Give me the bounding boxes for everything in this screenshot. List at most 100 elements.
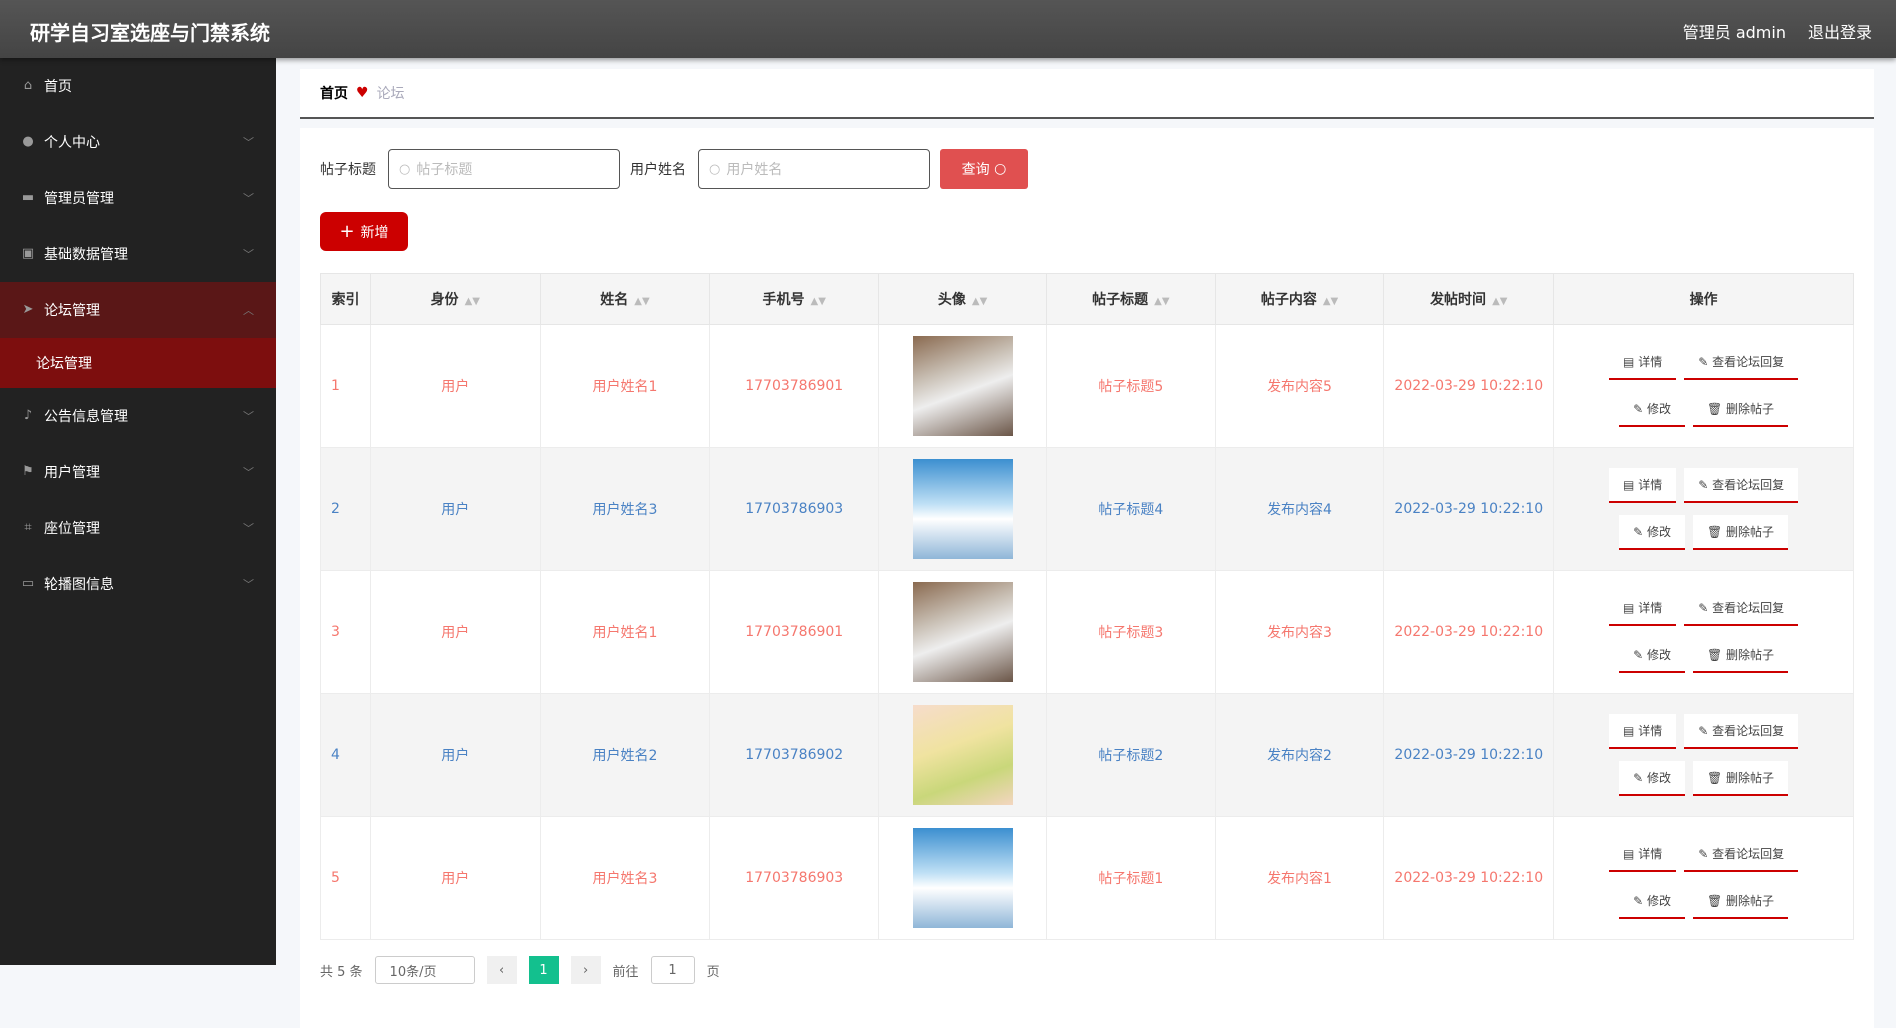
cell-avatar bbox=[878, 693, 1047, 817]
cell-title: 帖子标题1 bbox=[1046, 816, 1216, 940]
sidebar-item-4[interactable]: ➤ 论坛管理 ︿ bbox=[0, 282, 276, 338]
cell-index: 3 bbox=[320, 570, 371, 694]
column-header[interactable]: 姓名 ▲▼ bbox=[539, 273, 711, 325]
page-size-select[interactable]: 10条/页 bbox=[374, 956, 475, 984]
action-label: 详情 bbox=[1638, 724, 1663, 738]
action-label: 修改 bbox=[1646, 771, 1671, 785]
column-header[interactable]: 帖子标题 ▲▼ bbox=[1046, 273, 1216, 325]
content-panel: 帖子标题 ○ 帖子标题 用户姓名 ○ 用户姓名 查询 ○ + 新增 索引 身份 ▲▼ 姓名 ▲… bbox=[300, 128, 1874, 1028]
cell-index: 5 bbox=[320, 816, 371, 940]
send-icon: ➤ bbox=[22, 302, 34, 317]
column-header[interactable]: 发帖时间 ▲▼ bbox=[1383, 273, 1555, 325]
chevron-down-icon: ﹀ bbox=[243, 192, 254, 205]
flag-icon: ⚑ bbox=[22, 464, 34, 479]
document-icon: ▤ bbox=[1623, 724, 1635, 738]
sort-icon[interactable]: ▲▼ bbox=[810, 296, 826, 307]
sidebar-item-6[interactable]: ⚑ 用户管理 ﹀ bbox=[0, 444, 276, 500]
sort-icon[interactable]: ▲▼ bbox=[1322, 296, 1339, 307]
action-label: 修改 bbox=[1646, 894, 1671, 908]
sidebar-item-label: 用户管理 bbox=[44, 465, 100, 481]
action-label: 查看论坛回复 bbox=[1712, 601, 1785, 615]
chevron-down-icon: ﹀ bbox=[243, 410, 254, 423]
logout-button[interactable]: 退出登录 bbox=[1807, 23, 1872, 42]
column-label: 头像 bbox=[937, 292, 966, 308]
edit-button[interactable]: ✎ 修改 bbox=[1619, 515, 1685, 550]
delete-button[interactable]: 🗑 删除帖子 bbox=[1692, 884, 1789, 919]
breadcrumb-current: 论坛 bbox=[376, 86, 405, 102]
cell-index: 4 bbox=[320, 693, 371, 817]
cell-role: 用户 bbox=[369, 693, 541, 817]
page-1-button[interactable]: 1 bbox=[528, 956, 559, 984]
sort-icon[interactable]: ▲▼ bbox=[971, 296, 988, 307]
name-search-input[interactable]: ○ 用户姓名 bbox=[698, 149, 930, 189]
sidebar-item-label: 基础数据管理 bbox=[44, 247, 128, 263]
title-search-input[interactable]: ○ 帖子标题 bbox=[388, 149, 620, 189]
view-replies-button[interactable]: ✎ 查看论坛回复 bbox=[1684, 714, 1799, 749]
chevron-down-icon: ﹀ bbox=[243, 248, 254, 261]
goto-label: 前往 bbox=[612, 964, 639, 980]
action-label: 修改 bbox=[1646, 402, 1671, 416]
edit-button[interactable]: ✎ 修改 bbox=[1619, 638, 1685, 673]
edit-icon: ✎ bbox=[1698, 724, 1709, 738]
sort-icon[interactable]: ▲▼ bbox=[1154, 296, 1170, 307]
detail-button[interactable]: ▤ 详情 bbox=[1609, 837, 1677, 872]
delete-button[interactable]: 🗑 删除帖子 bbox=[1692, 638, 1789, 673]
breadcrumb: 首页 ♥ 论坛 bbox=[300, 69, 1874, 119]
delete-button[interactable]: 🗑 删除帖子 bbox=[1692, 761, 1789, 796]
action-label: 查看论坛回复 bbox=[1712, 355, 1785, 369]
sidebar-item-2[interactable]: ▬ 管理员管理 ﹀ bbox=[0, 170, 276, 226]
view-replies-button[interactable]: ✎ 查看论坛回复 bbox=[1684, 837, 1799, 872]
delete-button[interactable]: 🗑 删除帖子 bbox=[1692, 515, 1789, 550]
action-label: 查看论坛回复 bbox=[1712, 847, 1785, 861]
edit-button[interactable]: ✎ 修改 bbox=[1619, 761, 1685, 796]
column-header[interactable]: 帖子内容 ▲▼ bbox=[1214, 273, 1385, 325]
sidebar-item-1[interactable]: ● 个人中心 ﹀ bbox=[0, 114, 276, 170]
delete-button[interactable]: 🗑 删除帖子 bbox=[1692, 392, 1789, 427]
sort-icon[interactable]: ▲▼ bbox=[1492, 296, 1508, 307]
goto-page-input[interactable]: 1 bbox=[650, 956, 695, 984]
trash-icon: 🗑 bbox=[1706, 402, 1723, 416]
next-page-button[interactable]: › bbox=[570, 956, 601, 984]
sort-icon[interactable]: ▲▼ bbox=[634, 296, 650, 307]
submenu-forum[interactable]: 论坛管理 bbox=[0, 338, 276, 388]
admin-user[interactable]: 管理员 admin bbox=[1682, 23, 1786, 42]
placeholder: 帖子标题 bbox=[416, 162, 473, 178]
prev-page-button[interactable]: ‹ bbox=[486, 956, 517, 984]
sidebar-item-0[interactable]: ⌂ 首页 bbox=[0, 58, 276, 114]
cell-actions: ▤ 详情 ✎ 查看论坛回复 ✎ 修改 🗑 删除帖子 bbox=[1553, 324, 1854, 448]
action-label: 删除帖子 bbox=[1726, 894, 1775, 908]
sidebar-item-3[interactable]: ▣ 基础数据管理 ﹀ bbox=[0, 226, 276, 282]
cell-phone: 17703786902 bbox=[709, 693, 880, 817]
sidebar-item-label: 个人中心 bbox=[44, 135, 100, 151]
table-row: 4 用户 用户姓名2 17703786902 帖子标题2 发布内容2 2022-03-29 … bbox=[320, 693, 1854, 817]
sidebar-item-7[interactable]: ⌗ 座位管理 ﹀ bbox=[0, 500, 276, 556]
detail-button[interactable]: ▤ 详情 bbox=[1609, 468, 1677, 503]
cell-actions: ▤ 详情 ✎ 查看论坛回复 ✎ 修改 🗑 删除帖子 bbox=[1553, 447, 1854, 571]
cell-content: 发布内容2 bbox=[1214, 693, 1385, 817]
detail-button[interactable]: ▤ 详情 bbox=[1609, 591, 1677, 626]
breadcrumb-home[interactable]: 首页 bbox=[320, 86, 348, 102]
add-button[interactable]: + 新增 bbox=[320, 212, 408, 251]
view-replies-button[interactable]: ✎ 查看论坛回复 bbox=[1684, 468, 1799, 503]
table-row: 1 用户 用户姓名1 17703786901 帖子标题5 发布内容5 2022-03-29 … bbox=[320, 324, 1854, 448]
sidebar-item-8[interactable]: ▭ 轮播图信息 ﹀ bbox=[0, 556, 276, 612]
edit-button[interactable]: ✎ 修改 bbox=[1619, 884, 1685, 919]
column-header[interactable]: 头像 ▲▼ bbox=[878, 273, 1047, 325]
search-icon: ○ bbox=[709, 161, 721, 177]
sidebar-item-5[interactable]: ♪ 公告信息管理 ﹀ bbox=[0, 388, 276, 444]
query-button[interactable]: 查询 ○ bbox=[940, 149, 1028, 189]
title-label: 帖子标题 bbox=[320, 162, 376, 178]
detail-button[interactable]: ▤ 详情 bbox=[1609, 714, 1677, 749]
heart-icon: ♥ bbox=[356, 85, 369, 101]
detail-button[interactable]: ▤ 详情 bbox=[1609, 345, 1677, 380]
column-header[interactable]: 身份 ▲▼ bbox=[369, 273, 541, 325]
cell-content: 发布内容1 bbox=[1214, 816, 1385, 940]
sort-icon[interactable]: ▲▼ bbox=[464, 296, 480, 307]
view-replies-button[interactable]: ✎ 查看论坛回复 bbox=[1684, 345, 1799, 380]
action-label: 修改 bbox=[1646, 648, 1671, 662]
column-header[interactable]: 手机号 ▲▼ bbox=[709, 273, 880, 325]
view-replies-button[interactable]: ✎ 查看论坛回复 bbox=[1684, 591, 1799, 626]
top-bar: 研学自习室选座与门禁系统 管理员 admin 退出登录 bbox=[0, 0, 1896, 58]
edit-button[interactable]: ✎ 修改 bbox=[1619, 392, 1685, 427]
action-label: 删除帖子 bbox=[1726, 648, 1775, 662]
